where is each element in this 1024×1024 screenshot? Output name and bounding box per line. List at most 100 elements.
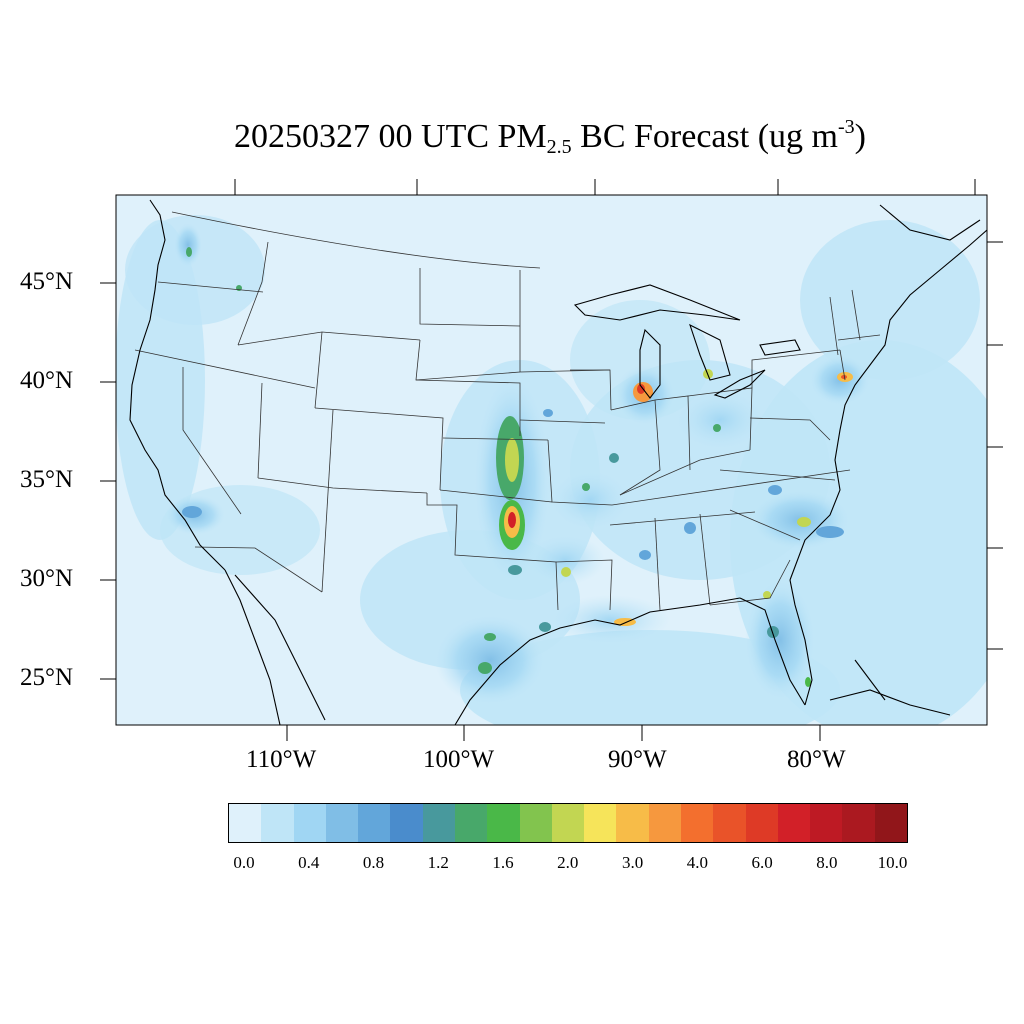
hotspot-east-texas [561,567,571,577]
boundary-ca-nv [182,367,242,515]
hotspot-chicago-inner [637,384,645,394]
hotspot-seattle [186,247,192,257]
lon-label-110w: 110°W [246,746,317,773]
hotspot-mississippi [639,550,651,560]
coast-lake-ontario [759,339,801,356]
boundary-vt-nh [829,296,839,356]
boundary-me-west [851,289,861,341]
colorbar-swatch-5 [390,804,423,842]
hotspot-st-louis [609,453,619,463]
colorbar-label-1: 0.4 [298,853,320,872]
colorbar-label-3: 1.2 [427,853,449,872]
boundary-ga-sc [729,509,801,541]
colorbar-swatch-1 [261,804,294,842]
field-florida [745,580,815,700]
colorbar-swatch-4 [358,804,391,842]
coast-lake-superior [573,284,741,321]
boundary-ky-north [619,449,751,496]
colorbar-label-8: 6.0 [751,853,773,872]
field-south-texas [435,615,545,705]
colorbar-swatch-3 [325,804,359,842]
hotspot-nyc-inner [841,375,847,379]
colorbar-label-10: 10.0 [877,853,908,872]
boundary-idaho-west [237,241,269,346]
colorbar-swatch-19 [842,804,875,842]
boundary-ms-east [654,517,661,611]
boundary-wyoming-east [314,331,323,409]
field-ozarks [550,470,630,530]
colorbar-swatch-13 [648,804,681,842]
colorbar-swatch-12 [616,804,649,842]
hotspot-socal [182,506,202,518]
hotspot-alabama [684,522,696,534]
hotspot-north-texas [508,565,522,575]
tick-marks [100,179,1003,741]
boundary-ne-ks [415,379,521,436]
coast-lake-huron [689,323,731,381]
coast-canada-atlantic [879,204,981,241]
boundary-va-north [749,417,831,441]
title-prefix: 20250327 00 UTC PM [234,118,547,155]
coast-florida-west [739,597,806,706]
boundary-tn-ky [611,469,851,506]
boundary-al-ga [699,513,711,606]
colorbar-label-2: 0.8 [362,853,385,872]
coast-lake-michigan [639,328,661,399]
colorbar-label-0: 0.0 [233,853,255,872]
boundary-north-border [171,211,541,269]
colorbar-swatch-6 [422,804,455,842]
lon-label-90w: 90°W [608,746,667,773]
boundary-wi-il [570,369,612,411]
colorbar-label-6: 3.0 [621,853,644,872]
colorbar-swatch-11 [584,804,617,842]
coast-mexico-gulf-of-california [234,574,326,721]
boundary-ut-az [257,477,428,494]
lat-label-25n: 25°N [20,664,74,691]
hotspot-missouri [582,483,590,491]
hotspot-sc-coast [797,517,811,527]
hotspot-oklahoma-inner [508,512,516,528]
hotspot-nc-coast [816,526,844,538]
hotspot-kansas-inner [505,438,519,482]
lat-label-40n: 40°N [20,367,74,394]
boundary-tx-nm [426,493,559,611]
boundary-nevada-east [257,382,263,479]
coast-bahamas [854,659,886,701]
state-boundaries [134,211,881,611]
lon-label-80w: 80°W [787,746,846,773]
coast-baja [224,569,281,725]
hotspot-north-carolina [768,485,782,495]
hotspot-nw-missouri [543,409,553,417]
colorbar-swatch-10 [551,804,585,842]
boundary-idaho-south [134,349,316,389]
boundary-wa-or [157,281,264,293]
colorbar-swatch-7 [454,804,488,842]
lat-label-30n: 30°N [20,565,74,592]
boundary-ms-al [609,511,756,526]
hotspot-houston [539,622,551,632]
field-northeast [800,220,980,380]
boundary-ar-la [555,559,613,611]
coast-gulf [454,597,741,725]
boundary-mn-ia [519,270,611,373]
boundary-pa-ny [751,349,841,388]
coast-cuba [829,689,951,716]
field-arkansas [525,535,605,585]
coast-atlantic [789,229,987,581]
boundary-ny-east [839,349,846,381]
boundary-nm-west [321,409,334,593]
colorbar-label-5: 2.0 [557,853,579,872]
field-pacific-nw [125,215,265,325]
coast-lake-erie [713,369,766,399]
boundary-ok-tx [439,489,553,503]
colorbar-swatch-8 [487,804,520,842]
colorbar-swatch-18 [810,804,843,842]
boundary-co-north [314,407,444,491]
colorbar [228,803,908,843]
colorbar-swatch-15 [713,804,746,842]
field-louisiana [550,595,670,645]
boundary-il-in [610,399,661,496]
title-subscript: 2.5 [546,136,572,158]
colorbar-label-9: 8.0 [816,853,838,872]
colorbar-label-7: 4.0 [686,853,708,872]
